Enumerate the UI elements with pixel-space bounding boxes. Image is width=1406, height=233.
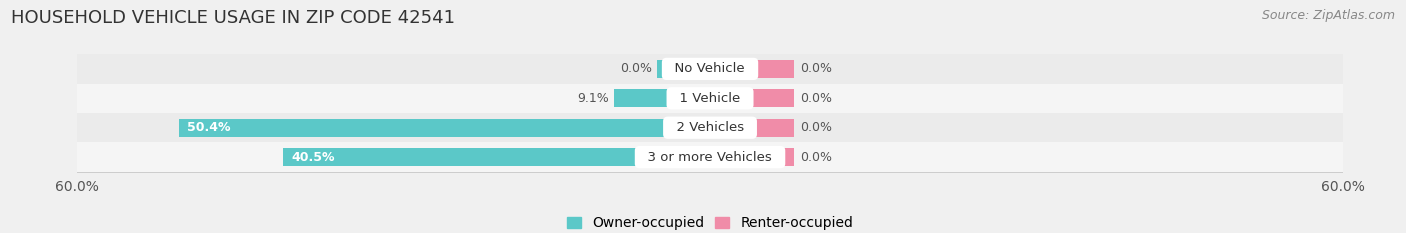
Bar xyxy=(658,60,710,78)
Bar xyxy=(77,54,1343,84)
Legend: Owner-occupied, Renter-occupied: Owner-occupied, Renter-occupied xyxy=(561,211,859,233)
Text: 0.0%: 0.0% xyxy=(800,151,832,164)
Bar xyxy=(710,89,794,107)
Text: 0.0%: 0.0% xyxy=(800,121,832,134)
Bar xyxy=(614,89,710,107)
Text: 0.0%: 0.0% xyxy=(800,92,832,105)
Bar xyxy=(710,119,794,137)
Bar xyxy=(710,148,794,166)
Text: 2 Vehicles: 2 Vehicles xyxy=(668,121,752,134)
Bar xyxy=(179,119,710,137)
Text: 9.1%: 9.1% xyxy=(576,92,609,105)
Text: HOUSEHOLD VEHICLE USAGE IN ZIP CODE 42541: HOUSEHOLD VEHICLE USAGE IN ZIP CODE 4254… xyxy=(11,9,456,27)
Text: 0.0%: 0.0% xyxy=(800,62,832,75)
Text: 1 Vehicle: 1 Vehicle xyxy=(671,92,749,105)
Text: 3 or more Vehicles: 3 or more Vehicles xyxy=(640,151,780,164)
Bar xyxy=(77,84,1343,113)
Bar xyxy=(710,60,794,78)
Text: 50.4%: 50.4% xyxy=(187,121,231,134)
Bar xyxy=(77,113,1343,142)
Bar xyxy=(77,142,1343,172)
Text: 40.5%: 40.5% xyxy=(291,151,335,164)
Text: No Vehicle: No Vehicle xyxy=(666,62,754,75)
Text: Source: ZipAtlas.com: Source: ZipAtlas.com xyxy=(1261,9,1395,22)
Bar xyxy=(283,148,710,166)
Text: 0.0%: 0.0% xyxy=(620,62,652,75)
